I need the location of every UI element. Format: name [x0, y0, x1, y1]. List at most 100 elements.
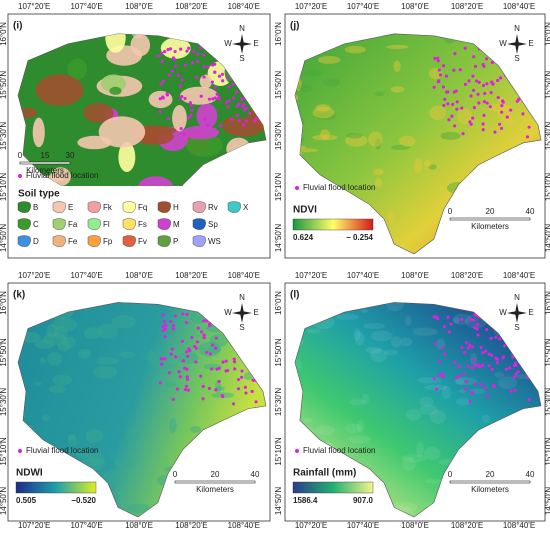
- flood-point: [441, 374, 445, 379]
- flood-point: [483, 386, 487, 390]
- scale-label: 40: [251, 470, 260, 479]
- texture-patch: [488, 103, 513, 113]
- flood-point: [254, 117, 258, 121]
- flood-point: [505, 115, 509, 119]
- flood-point: [467, 79, 471, 83]
- soil-swatch: [52, 218, 66, 230]
- soil-patch: [32, 117, 45, 148]
- texture-patch: [455, 378, 465, 385]
- scale-label: 20: [486, 207, 495, 216]
- flood-point: [477, 80, 481, 84]
- flood-point: [487, 364, 491, 368]
- lat-label: 15°50'N: [544, 71, 550, 100]
- lat-label: 15°30'N: [544, 388, 550, 417]
- flood-point: [468, 343, 472, 347]
- flood-point: [176, 73, 180, 77]
- scale-unit: Kilometers: [471, 485, 509, 494]
- flood-point: [469, 391, 474, 395]
- texture-patch: [165, 381, 176, 387]
- flood-point: [515, 99, 519, 103]
- flood-point: [188, 101, 193, 105]
- flood-point: [446, 315, 450, 319]
- compass: [232, 303, 252, 323]
- texture-patch: [215, 386, 225, 391]
- texture-patch: [126, 427, 139, 443]
- range-max: 907.0: [353, 496, 374, 505]
- flood-point: [226, 105, 230, 109]
- flood-point: [513, 388, 517, 392]
- flood-point: [438, 73, 443, 77]
- compass-letter: S: [239, 323, 244, 332]
- flood-point: [452, 68, 456, 72]
- flood-point: [192, 49, 196, 54]
- soil-class: B: [33, 203, 38, 212]
- texture-patch: [312, 134, 338, 141]
- soil-swatch: [192, 201, 206, 213]
- texture-patch: [360, 309, 369, 313]
- scale-label: 0: [18, 151, 23, 160]
- flood-point: [496, 78, 500, 83]
- texture-patch: [390, 86, 405, 93]
- range-max: −0.520: [71, 496, 96, 505]
- flood-point: [239, 97, 244, 101]
- flood-point: [202, 319, 206, 323]
- flood-point: [207, 97, 212, 101]
- flood-point: [172, 57, 176, 61]
- texture-patch: [83, 327, 102, 339]
- flood-point: [468, 120, 472, 124]
- flood-legend-dot: [18, 449, 22, 453]
- flood-point: [231, 402, 236, 406]
- flood-point: [471, 116, 475, 120]
- flood-point: [483, 91, 487, 96]
- flood-point: [462, 351, 467, 355]
- flood-point: [187, 116, 191, 120]
- texture-patch: [78, 348, 92, 359]
- flood-point: [488, 105, 492, 109]
- texture-patch: [315, 112, 336, 120]
- flood-point: [464, 379, 468, 384]
- texture-patch: [88, 452, 105, 467]
- flood-point: [181, 359, 185, 363]
- lat-label: 15°10'N: [0, 437, 8, 466]
- texture-patch: [391, 144, 411, 150]
- range-min: 1586.4: [293, 496, 318, 505]
- flood-point: [514, 372, 518, 376]
- compass-letter: N: [514, 293, 520, 302]
- flood-point: [240, 369, 244, 373]
- flood-point: [477, 101, 481, 105]
- texture-patch: [314, 425, 336, 436]
- flood-point: [235, 104, 239, 108]
- flood-point: [183, 366, 187, 370]
- soil-class: E: [68, 203, 73, 212]
- flood-legend: Fluvial flood location: [26, 171, 98, 180]
- scale-label: 20: [211, 470, 220, 479]
- scale-label: 0: [173, 470, 178, 479]
- lon-label: 107°20'E: [295, 2, 327, 11]
- flood-point: [484, 57, 489, 61]
- compass: [507, 34, 527, 54]
- flood-point: [161, 313, 165, 317]
- flood-point: [214, 346, 218, 350]
- scale-label: 15: [41, 151, 50, 160]
- flood-point: [481, 351, 485, 355]
- lat-label: 15°10'N: [0, 173, 8, 202]
- texture-patch: [383, 349, 399, 356]
- texture-patch: [62, 336, 76, 349]
- flood-point: [179, 126, 183, 131]
- lat-label: 16°0'N: [0, 22, 8, 46]
- flood-point: [161, 325, 165, 329]
- flood-point: [446, 102, 450, 106]
- texture-patch: [189, 425, 202, 433]
- flood-point: [211, 97, 215, 101]
- flood-point: [221, 394, 225, 399]
- flood-point: [455, 107, 459, 111]
- flood-point: [471, 74, 475, 78]
- flood-point: [450, 114, 454, 118]
- compass-letter: W: [224, 39, 232, 48]
- flood-point: [199, 330, 204, 334]
- flood-point: [185, 377, 190, 381]
- flood-point: [455, 100, 459, 104]
- flood-point: [195, 340, 200, 344]
- lon-label: 108°20'E: [175, 2, 207, 11]
- flood-point: [207, 386, 211, 390]
